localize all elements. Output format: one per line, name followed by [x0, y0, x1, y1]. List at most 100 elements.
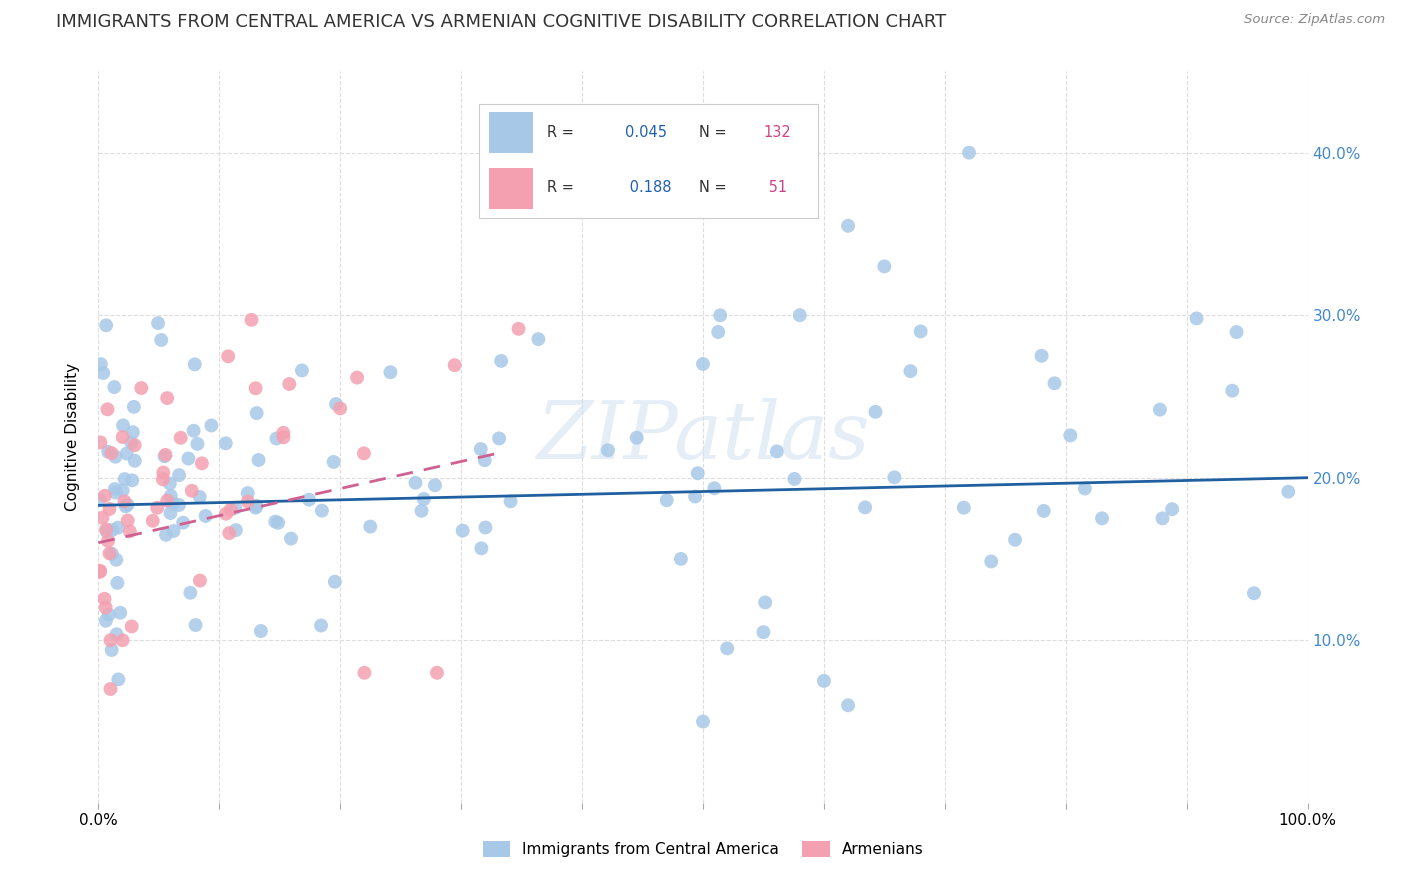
Point — [115, 446, 138, 460]
Point — [188, 574, 211, 588]
Point — [752, 625, 775, 640]
Point — [451, 524, 474, 538]
Point — [114, 494, 136, 508]
Point — [1152, 511, 1174, 525]
Point — [91, 366, 114, 380]
Point — [273, 430, 295, 444]
Point — [180, 483, 202, 498]
Point — [329, 401, 352, 416]
Point — [873, 260, 896, 274]
Point — [98, 502, 121, 516]
Point — [247, 453, 270, 467]
Point — [298, 492, 321, 507]
Point — [980, 554, 1002, 568]
Point — [89, 565, 111, 579]
Point — [470, 541, 492, 556]
Point — [89, 492, 111, 507]
Point — [159, 476, 181, 491]
Point — [162, 496, 184, 510]
Point — [101, 523, 124, 537]
Point — [114, 500, 136, 514]
Point — [311, 503, 333, 517]
Point — [100, 633, 122, 648]
Point — [309, 618, 332, 632]
Point — [188, 490, 211, 504]
Point — [655, 493, 678, 508]
Point — [508, 322, 530, 336]
Point — [100, 446, 122, 460]
Point — [1043, 376, 1066, 391]
Point — [124, 454, 146, 468]
Point — [626, 431, 648, 445]
Point — [215, 436, 238, 450]
Point — [246, 406, 269, 420]
Point — [170, 431, 193, 445]
Point — [172, 516, 194, 530]
Point — [789, 308, 811, 322]
Point — [323, 574, 346, 589]
Point — [322, 455, 344, 469]
Point — [900, 364, 922, 378]
Point — [692, 357, 714, 371]
Point — [957, 145, 980, 160]
Point — [107, 575, 129, 590]
Point — [1031, 349, 1053, 363]
Point — [94, 600, 117, 615]
Point — [100, 681, 122, 696]
Point — [754, 595, 776, 609]
Point — [346, 370, 368, 384]
Point — [155, 448, 177, 462]
Point — [167, 468, 190, 483]
Point — [470, 442, 492, 456]
Point — [117, 498, 139, 512]
Point — [104, 450, 127, 464]
Point — [1149, 402, 1171, 417]
Point — [412, 491, 434, 506]
Point — [245, 500, 267, 515]
Point — [488, 432, 510, 446]
Text: IMMIGRANTS FROM CENTRAL AMERICA VS ARMENIAN COGNITIVE DISABILITY CORRELATION CHA: IMMIGRANTS FROM CENTRAL AMERICA VS ARMEN… — [56, 13, 946, 31]
Point — [184, 618, 207, 632]
Text: ZIPatlas: ZIPatlas — [536, 399, 870, 475]
Point — [120, 435, 142, 450]
Point — [669, 552, 692, 566]
Point — [167, 498, 190, 512]
Point — [111, 633, 134, 648]
Point — [122, 425, 145, 440]
Point — [291, 363, 314, 377]
Point — [96, 318, 118, 333]
Point — [111, 430, 134, 444]
Point — [273, 425, 295, 440]
Point — [146, 316, 169, 330]
Point — [1059, 428, 1081, 442]
Point — [89, 564, 111, 578]
Point — [1032, 504, 1054, 518]
Point — [224, 500, 246, 515]
Point — [266, 432, 288, 446]
Point — [246, 499, 269, 513]
Point — [105, 553, 128, 567]
Point — [118, 524, 141, 539]
Point — [411, 504, 433, 518]
Point — [124, 438, 146, 452]
Point — [499, 494, 522, 508]
Point — [97, 607, 120, 622]
Point — [121, 619, 143, 633]
Point — [267, 516, 290, 530]
Point — [707, 325, 730, 339]
Point — [813, 673, 835, 688]
Point — [122, 400, 145, 414]
Point — [236, 494, 259, 508]
Point — [225, 523, 247, 537]
Point — [96, 402, 118, 417]
Point — [114, 472, 136, 486]
Point — [156, 493, 179, 508]
Point — [837, 219, 859, 233]
Point — [405, 475, 427, 490]
Point — [278, 376, 301, 391]
Point — [1220, 384, 1243, 398]
Point — [1004, 533, 1026, 547]
Point — [179, 586, 201, 600]
Point — [1277, 484, 1299, 499]
Point — [766, 444, 789, 458]
